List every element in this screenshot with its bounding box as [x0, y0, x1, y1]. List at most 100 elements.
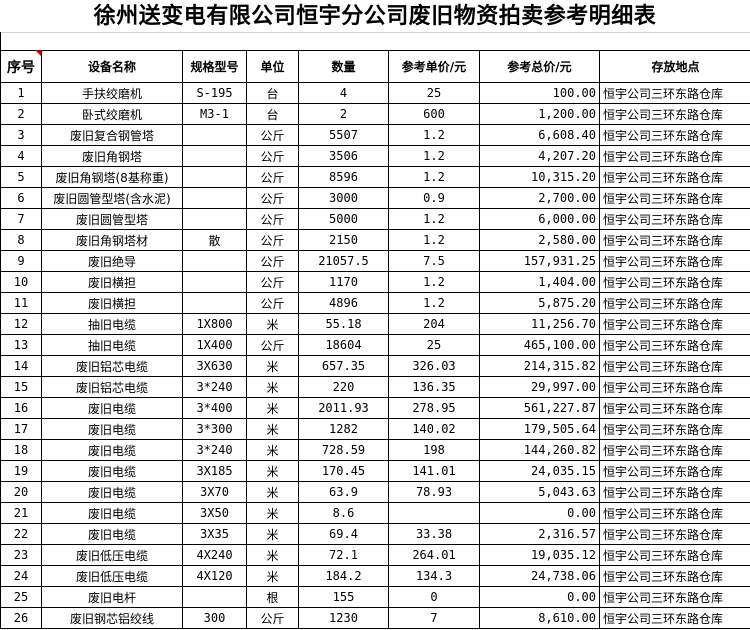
cell-location[interactable]: 恒宇公司三环东路仓库 — [599, 586, 750, 608]
cell-total-price[interactable]: 465,100.00 — [479, 334, 600, 356]
cell-spec[interactable] — [182, 145, 247, 167]
cell-location[interactable]: 恒宇公司三环东路仓库 — [599, 397, 750, 419]
cell-name[interactable]: 废旧复合钢管塔 — [41, 124, 183, 146]
cell-quantity[interactable]: 170.45 — [298, 460, 389, 482]
cell-unit[interactable]: 公斤 — [246, 187, 299, 209]
cell-quantity[interactable]: 72.1 — [298, 544, 389, 566]
cell-spec[interactable]: 3X185 — [182, 460, 247, 482]
cell-location[interactable]: 恒宇公司三环东路仓库 — [599, 145, 750, 167]
cell-spec[interactable]: S-195 — [182, 82, 247, 104]
cell-unit[interactable]: 台 — [246, 82, 299, 104]
cell-location[interactable]: 恒宇公司三环东路仓库 — [599, 481, 750, 503]
cell-location[interactable]: 恒宇公司三环东路仓库 — [599, 355, 750, 377]
cell-unit[interactable]: 米 — [246, 565, 299, 587]
cell-total-price[interactable]: 11,256.70 — [479, 313, 600, 335]
cell-spec[interactable]: 300 — [182, 607, 247, 629]
cell-spec[interactable]: 散 — [182, 229, 247, 251]
cell-spec[interactable]: 3*240 — [182, 376, 247, 398]
cell-unit-price[interactable]: 7.5 — [388, 250, 480, 272]
cell-seq[interactable]: 19 — [0, 460, 42, 482]
cell-name[interactable]: 废旧圆管型塔(含水泥) — [41, 187, 183, 209]
header-seq[interactable]: 序号 — [0, 50, 42, 83]
cell-location[interactable]: 恒宇公司三环东路仓库 — [599, 208, 750, 230]
cell-unit[interactable]: 公斤 — [246, 166, 299, 188]
cell-name[interactable]: 废旧绝导 — [41, 250, 183, 272]
cell-unit[interactable]: 米 — [246, 418, 299, 440]
blank-row[interactable] — [0, 32, 750, 50]
cell-name[interactable]: 废旧电缆 — [41, 397, 183, 419]
cell-unit-price[interactable]: 25 — [388, 334, 480, 356]
cell-unit[interactable]: 米 — [246, 481, 299, 503]
cell-total-price[interactable]: 2,580.00 — [479, 229, 600, 251]
cell-unit-price[interactable]: 1.2 — [388, 166, 480, 188]
cell-unit-price[interactable]: 134.3 — [388, 565, 480, 587]
cell-location[interactable]: 恒宇公司三环东路仓库 — [599, 250, 750, 272]
cell-quantity[interactable]: 69.4 — [298, 523, 389, 545]
cell-unit[interactable]: 米 — [246, 502, 299, 524]
cell-quantity[interactable]: 8.6 — [298, 502, 389, 524]
cell-seq[interactable]: 20 — [0, 481, 42, 503]
cell-seq[interactable]: 22 — [0, 523, 42, 545]
cell-location[interactable]: 恒宇公司三环东路仓库 — [599, 313, 750, 335]
cell-seq[interactable]: 2 — [0, 103, 42, 125]
cell-total-price[interactable]: 29,997.00 — [479, 376, 600, 398]
cell-total-price[interactable]: 0.00 — [479, 502, 600, 524]
cell-unit-price[interactable]: 278.95 — [388, 397, 480, 419]
cell-seq[interactable]: 7 — [0, 208, 42, 230]
cell-total-price[interactable]: 100.00 — [479, 82, 600, 104]
cell-unit-price[interactable]: 141.01 — [388, 460, 480, 482]
cell-unit-price[interactable]: 204 — [388, 313, 480, 335]
cell-location[interactable]: 恒宇公司三环东路仓库 — [599, 376, 750, 398]
cell-seq[interactable]: 11 — [0, 292, 42, 314]
cell-unit[interactable]: 公斤 — [246, 607, 299, 629]
cell-spec[interactable]: 1X800 — [182, 313, 247, 335]
cell-quantity[interactable]: 18604 — [298, 334, 389, 356]
cell-total-price[interactable]: 6,608.40 — [479, 124, 600, 146]
cell-unit-price[interactable]: 33.38 — [388, 523, 480, 545]
cell-location[interactable]: 恒宇公司三环东路仓库 — [599, 334, 750, 356]
cell-unit-price[interactable]: 1.2 — [388, 124, 480, 146]
cell-total-price[interactable]: 2,700.00 — [479, 187, 600, 209]
cell-unit-price[interactable]: 264.01 — [388, 544, 480, 566]
cell-seq[interactable]: 4 — [0, 145, 42, 167]
cell-location[interactable]: 恒宇公司三环东路仓库 — [599, 271, 750, 293]
cell-location[interactable]: 恒宇公司三环东路仓库 — [599, 523, 750, 545]
cell-seq[interactable]: 9 — [0, 250, 42, 272]
cell-spec[interactable]: M3-1 — [182, 103, 247, 125]
cell-quantity[interactable]: 1230 — [298, 607, 389, 629]
cell-name[interactable]: 废旧钢芯铝绞线 — [41, 607, 183, 629]
cell-total-price[interactable]: 4,207.20 — [479, 145, 600, 167]
cell-quantity[interactable]: 5507 — [298, 124, 389, 146]
cell-unit[interactable]: 米 — [246, 355, 299, 377]
cell-spec[interactable] — [182, 187, 247, 209]
cell-quantity[interactable]: 657.35 — [298, 355, 389, 377]
cell-spec[interactable]: 4X240 — [182, 544, 247, 566]
cell-total-price[interactable]: 144,260.82 — [479, 439, 600, 461]
cell-unit-price[interactable] — [388, 502, 480, 524]
cell-unit-price[interactable]: 7 — [388, 607, 480, 629]
cell-unit-price[interactable]: 0 — [388, 586, 480, 608]
cell-unit-price[interactable]: 1.2 — [388, 145, 480, 167]
cell-total-price[interactable]: 8,610.00 — [479, 607, 600, 629]
cell-total-price[interactable]: 157,931.25 — [479, 250, 600, 272]
cell-name[interactable]: 废旧电缆 — [41, 502, 183, 524]
cell-unit-price[interactable]: 25 — [388, 82, 480, 104]
cell-unit[interactable]: 公斤 — [246, 229, 299, 251]
cell-unit-price[interactable]: 0.9 — [388, 187, 480, 209]
cell-total-price[interactable]: 2,316.57 — [479, 523, 600, 545]
cell-quantity[interactable]: 2 — [298, 103, 389, 125]
cell-name[interactable]: 废旧横担 — [41, 271, 183, 293]
cell-name[interactable]: 手扶绞磨机 — [41, 82, 183, 104]
cell-seq[interactable]: 1 — [0, 82, 42, 104]
cell-seq[interactable]: 3 — [0, 124, 42, 146]
cell-quantity[interactable]: 155 — [298, 586, 389, 608]
cell-unit-price[interactable]: 140.02 — [388, 418, 480, 440]
cell-unit[interactable]: 根 — [246, 586, 299, 608]
cell-unit[interactable]: 公斤 — [246, 334, 299, 356]
header-spec[interactable]: 规格型号 — [182, 50, 247, 83]
cell-unit[interactable]: 公斤 — [246, 208, 299, 230]
header-unit[interactable]: 单位 — [246, 50, 299, 83]
header-unit-price[interactable]: 参考单价/元 — [388, 50, 480, 83]
cell-name[interactable]: 废旧角钢塔(8基称重) — [41, 166, 183, 188]
cell-unit[interactable]: 米 — [246, 313, 299, 335]
